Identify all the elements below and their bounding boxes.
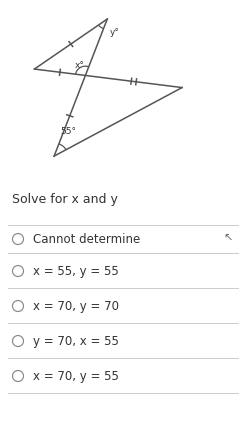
Text: x = 70, y = 70: x = 70, y = 70 <box>33 299 119 312</box>
Text: y°: y° <box>110 28 120 37</box>
Text: y = 70, x = 55: y = 70, x = 55 <box>33 335 119 347</box>
Text: Solve for x and y: Solve for x and y <box>12 193 118 206</box>
Text: ↖: ↖ <box>223 234 233 244</box>
Text: x = 70, y = 55: x = 70, y = 55 <box>33 370 119 383</box>
Text: x°: x° <box>75 61 84 70</box>
Text: Cannot determine: Cannot determine <box>33 232 140 245</box>
Text: x = 55, y = 55: x = 55, y = 55 <box>33 264 119 277</box>
Text: 55°: 55° <box>60 127 76 136</box>
